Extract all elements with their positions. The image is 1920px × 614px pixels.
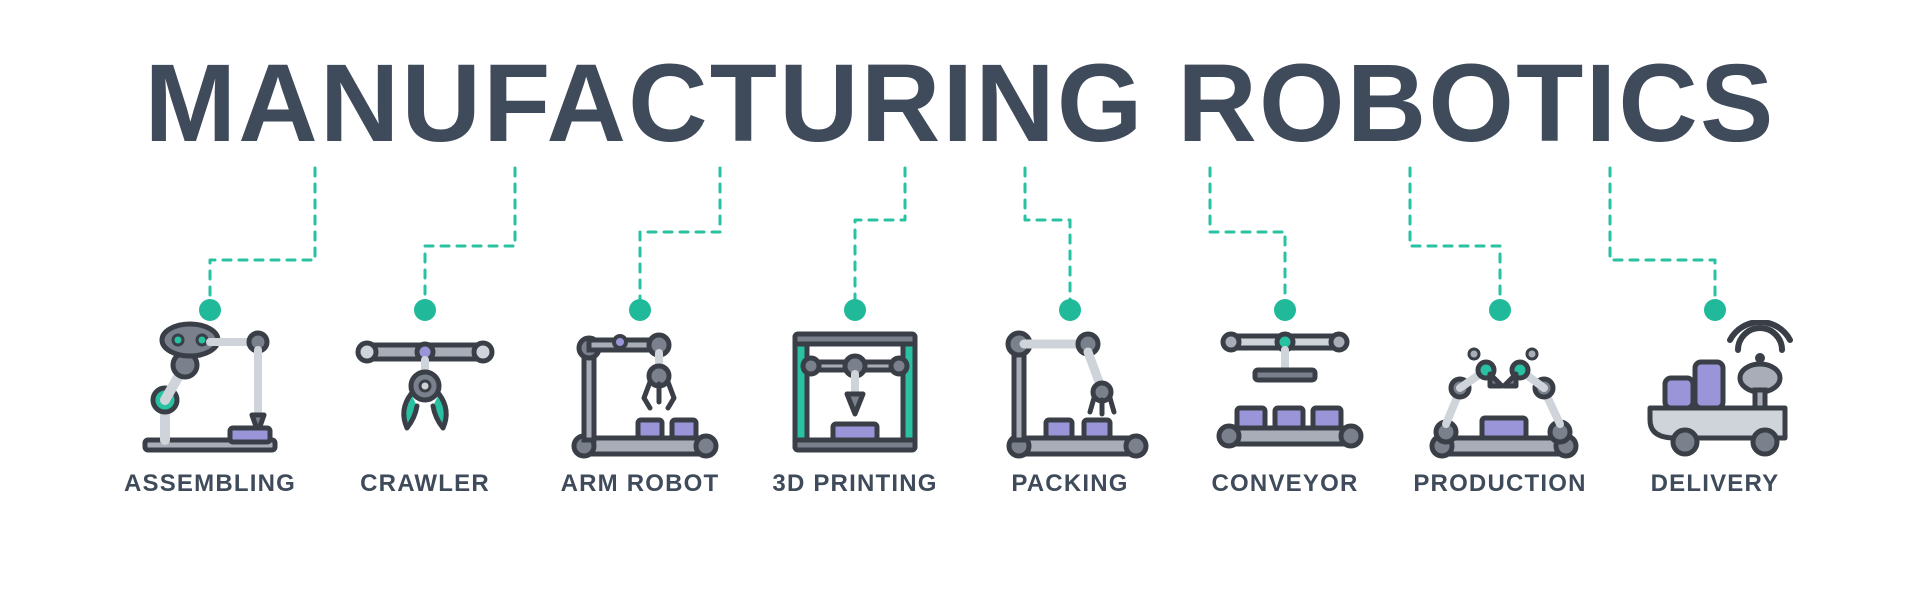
item-delivery: DELIVERY xyxy=(1615,320,1815,498)
printing3d-icon xyxy=(755,320,955,460)
item-label: ARM ROBOT xyxy=(540,470,740,498)
item-crawler: CRAWLER xyxy=(325,320,525,498)
main-title: MANUFACTURING ROBOTICS xyxy=(0,40,1920,167)
item-assembling: ASSEMBLING xyxy=(110,320,310,498)
crawler-icon xyxy=(325,320,525,460)
production-icon xyxy=(1400,320,1600,460)
item-label: DELIVERY xyxy=(1615,470,1815,498)
infographic-stage: MANUFACTURING ROBOTICS ASSEMBLING CRAWLER… xyxy=(0,0,1920,614)
item-label: CONVEYOR xyxy=(1185,470,1385,498)
assembling-icon xyxy=(110,320,310,460)
item-arm-robot: ARM ROBOT xyxy=(540,320,740,498)
item-production: PRODUCTION xyxy=(1400,320,1600,498)
item-label: PRODUCTION xyxy=(1400,470,1600,498)
item-label: ASSEMBLING xyxy=(110,470,310,498)
item-printing3d: 3D PRINTING xyxy=(755,320,955,498)
delivery-icon xyxy=(1615,320,1815,460)
item-conveyor: CONVEYOR xyxy=(1185,320,1385,498)
packing-icon xyxy=(970,320,1170,460)
conveyor-icon xyxy=(1185,320,1385,460)
item-label: CRAWLER xyxy=(325,470,525,498)
item-packing: PACKING xyxy=(970,320,1170,498)
item-label: 3D PRINTING xyxy=(755,470,955,498)
arm-robot-icon xyxy=(540,320,740,460)
item-label: PACKING xyxy=(970,470,1170,498)
